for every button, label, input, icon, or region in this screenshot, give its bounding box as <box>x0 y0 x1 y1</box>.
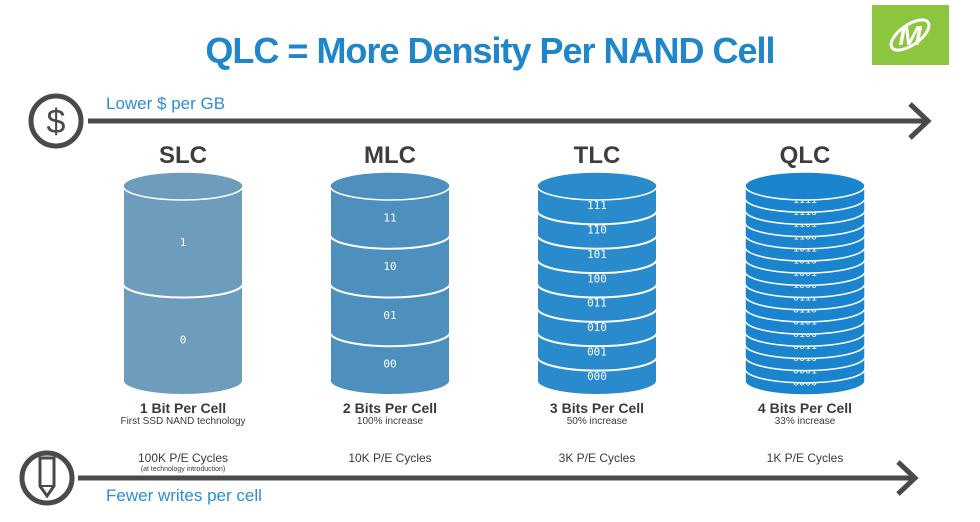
pe-cycles: 1K P/E Cycles <box>766 451 844 465</box>
column-slc: SLC <box>73 142 293 170</box>
cell-level-label: 01 <box>383 309 396 322</box>
bits-per-cell: 3 Bits Per Cell <box>549 400 645 416</box>
cylinder-top <box>329 171 451 201</box>
column-title: SLC <box>159 142 207 169</box>
pe-cycles: 3K P/E Cycles <box>558 451 636 465</box>
cell-level-label: 11 <box>383 211 396 224</box>
column-title: TLC <box>573 142 621 169</box>
cell-level-label: 110 <box>587 224 607 237</box>
cylinder-top <box>122 171 244 201</box>
column-mlc: MLC <box>280 142 500 170</box>
increase-text: First SSD NAND technology <box>120 416 246 427</box>
increase-text: 100% increase <box>356 416 424 427</box>
top-arrow <box>88 102 932 140</box>
cell-level-label: 010 <box>587 321 607 334</box>
micron-logo: M <box>872 5 949 65</box>
cell-level-label: 10 <box>383 260 396 273</box>
bits-per-cell: 4 Bits Per Cell <box>757 400 853 416</box>
pe-note: (at technology introduction) <box>140 466 226 473</box>
bottom-axis-label: Fewer writes per cell <box>106 486 262 505</box>
bits-per-cell: 1 Bit Per Cell <box>139 400 227 416</box>
bits-per-cell: 2 Bits Per Cell <box>342 400 438 416</box>
pencil-icon <box>19 450 75 506</box>
cylinder-qlc: 0000000100100011010001010110011110001001… <box>744 171 866 396</box>
top-axis-label: Lower $ per GB <box>106 94 226 113</box>
increase-text: 50% increase <box>566 416 628 427</box>
cell-level-label: 000 <box>587 370 607 383</box>
cell-level-label: 011 <box>587 297 607 310</box>
svg-text:$: $ <box>47 103 66 141</box>
cell-level-label: 00 <box>383 358 396 371</box>
cylinder-slc: 01 <box>122 171 244 396</box>
pe-cycles: 100K P/E Cycles <box>137 451 229 465</box>
pe-cycles: 10K P/E Cycles <box>348 451 432 465</box>
column-title: MLC <box>364 142 416 169</box>
svg-text:M: M <box>898 20 922 51</box>
cell-level-label: 100 <box>587 272 607 285</box>
cylinder-top <box>744 171 866 201</box>
dollar-icon: $ <box>28 93 84 149</box>
increase-text: 33% increase <box>774 416 836 427</box>
column-tlc: TLC <box>487 142 707 170</box>
cell-level-label: 001 <box>587 345 607 358</box>
cell-level-label: 0 <box>180 333 187 346</box>
cell-level-label: 111 <box>587 199 607 212</box>
cell-level-label: 1 <box>180 236 187 249</box>
column-qlc: QLC <box>695 142 915 170</box>
cell-level-label: 101 <box>587 248 607 261</box>
cylinder-top <box>536 171 658 201</box>
cylinder-mlc: 00 01 10 11 <box>329 171 451 396</box>
bottom-arrow <box>78 460 919 496</box>
column-title: QLC <box>779 142 831 169</box>
page-title: QLC = More Density Per NAND Cell <box>205 30 775 71</box>
cylinder-tlc: 000 001 010 011 100 101 110 111 <box>536 171 658 396</box>
